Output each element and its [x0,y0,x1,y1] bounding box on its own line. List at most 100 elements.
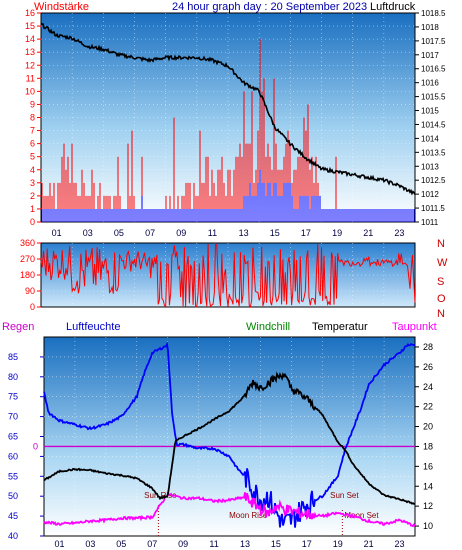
graph-title: 24 hour graph day : 20 September 2023 [172,1,367,13]
humidity-label: Luftfeuchte [66,321,120,333]
humidity-x-tick-label: 23 [395,539,405,549]
humidity-x-tick-label: 03 [85,539,95,549]
wind-x-tick-label: 19 [332,228,342,238]
humidity-x-tick-label: 05 [116,539,126,549]
humidity-tick-label: 70 [8,412,18,422]
temperature-tick-label: 12 [423,501,433,511]
pressure-tick-label: 1017 [421,51,439,60]
wind-tick-label: 15 [25,21,35,31]
pressure-tick-label: 1014.5 [421,120,446,129]
humidity-x-tick-label: 11 [209,539,218,549]
wind-pressure-grid [41,13,415,222]
humidity-tick-label: 50 [8,491,18,501]
pressure-line [40,22,416,196]
wind-tick-label: 16 [25,8,35,18]
compass-label: W [437,257,448,269]
dewpoint-series [43,492,416,528]
wind-x-tick-label: 21 [363,228,373,238]
wind-x-tick-label: 07 [145,228,155,238]
wind-tick-label: 0 [30,217,35,227]
direction-tick-label: 0 [30,302,35,312]
pressure-tick-label: 1018.5 [421,9,446,18]
temperature-tick-label: 26 [423,362,433,372]
humidity-x-tick-label: 09 [178,539,188,549]
pressure-tick-label: 1018 [421,23,439,32]
humidity-x-tick-label: 15 [271,539,281,549]
direction-series [40,241,416,309]
pressure-axis-ticks: 1011 1011.5 1012 1012.5 1013 1013.5 1014 1014.5… [415,9,446,227]
humidity-tick-label: 80 [8,372,18,382]
astro-annotations: Sun Rise Moon Rise Sun Set Moon Set [144,491,379,536]
wind-tick-label: 2 [30,191,35,201]
wind-tick-label: 14 [25,34,35,44]
wind-x-axis-ticks: 01 03 05 07 09 11 13 15 17 19 21 23 [52,228,405,238]
wind-tick-label: 10 [25,86,35,96]
wind-tick-label: 13 [25,47,35,57]
wind-x-tick-label: 03 [83,228,93,238]
pressure-tick-label: 1013.5 [421,148,446,157]
wind-strength-label: Windstärke [34,1,89,13]
wind-tick-label: 12 [25,60,35,70]
compass-label: N [437,238,445,250]
humidity-tick-label: 40 [8,531,18,541]
temperature-tick-label: 28 [423,342,433,352]
wind-tick-label: 6 [30,139,35,149]
humidity-x-tick-label: 07 [147,539,157,549]
temperature-tick-label: 14 [423,481,433,491]
humidity-x-axis-ticks: 01 03 05 07 09 11 13 15 17 19 21 23 [54,539,404,549]
direction-trace [40,241,416,309]
wind-x-tick-label: 11 [208,228,217,238]
pressure-label: Luftdruck [370,1,416,13]
astro-label: Sun Rise [144,491,177,500]
temperature-axis-ticks: 10 12 14 16 18 20 22 24 26 28 [415,342,433,531]
direction-tick-label: 180 [20,270,35,280]
pressure-tick-label: 1015.5 [421,93,446,102]
pressure-tick-label: 1012 [421,190,439,199]
wind-x-tick-label: 05 [114,228,124,238]
temperature-tick-label: 20 [423,422,433,432]
direction-tick-label: 270 [20,254,35,264]
wind-tick-label: 11 [26,73,35,83]
astro-label: Moon Rise [229,511,268,520]
pressure-tick-label: 1011 [421,218,439,227]
humidity-axis-ticks: 40 45 50 55 60 65 70 75 80 85 0 [8,352,44,541]
direction-degree-ticks: 0 90 180 270 360 [20,238,41,312]
temperature-tick-label: 18 [423,441,433,451]
pressure-series [40,22,416,196]
pressure-tick-label: 1016.5 [421,65,446,74]
gust-bars [41,169,415,222]
wind-tick-label: 5 [30,152,35,162]
humidity-temperature-plot-area [43,336,416,537]
wind-tick-label: 8 [30,113,35,123]
dewpoint-label: Taupunkt [392,321,437,333]
compass-label: O [437,293,446,305]
compass-label: S [437,276,444,288]
pressure-tick-label: 1011.5 [421,204,445,213]
humidity-tick-label: 60 [8,451,18,461]
pressure-tick-label: 1016 [421,79,439,88]
humidity-tick-label: 85 [8,352,18,362]
humidity-x-tick-label: 19 [333,539,343,549]
wind-x-tick-label: 09 [176,228,186,238]
rain-label: Regen [2,321,34,333]
direction-tick-label: 90 [25,286,35,296]
temperature-label: Temperatur [312,321,368,333]
wind-tick-label: 3 [30,178,35,188]
wind-x-tick-label: 15 [270,228,280,238]
humidity-temperature-lines [43,341,416,528]
wind-tick-label: 1 [30,204,35,214]
pressure-tick-label: 1017.5 [421,37,446,46]
temperature-tick-label: 16 [423,461,433,471]
pressure-tick-label: 1013 [421,162,439,171]
wind-x-tick-label: 23 [394,228,404,238]
humidity-tick-label: 45 [8,511,18,521]
compass-label: N [437,308,445,320]
temperature-tick-label: 10 [423,521,433,531]
wind-x-tick-label: 13 [239,228,249,238]
wind-tick-label: 4 [30,165,35,175]
humidity-tick-label: 65 [8,432,18,442]
